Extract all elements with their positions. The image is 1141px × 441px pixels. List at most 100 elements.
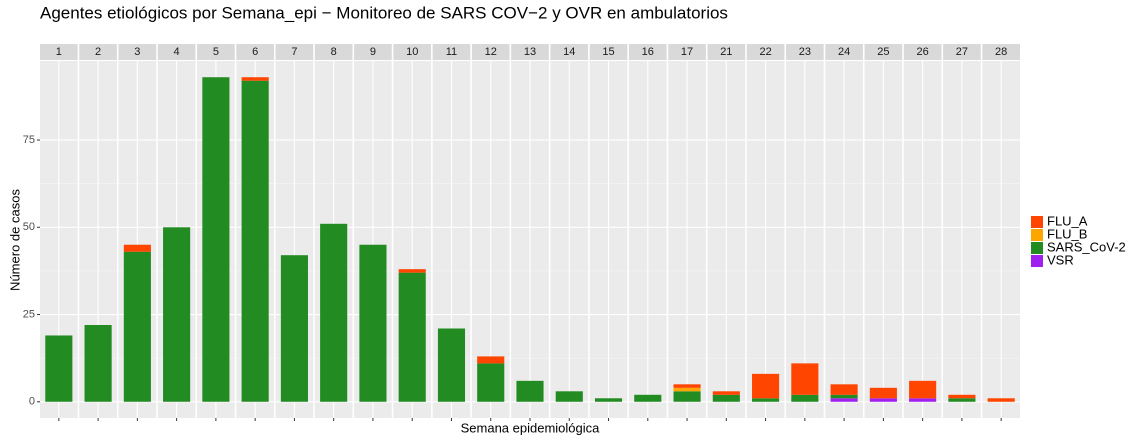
strip-label: 28 <box>995 46 1007 58</box>
bar-segment <box>241 80 269 402</box>
legend-label: FLU_A <box>1047 213 1088 228</box>
strip <box>471 44 510 60</box>
bar-segment <box>477 363 505 402</box>
strip <box>79 44 117 60</box>
bar-segment <box>712 394 740 402</box>
strip-label: 17 <box>681 46 693 58</box>
bar-segment <box>594 398 623 402</box>
strip <box>786 44 824 60</box>
bar-segment <box>241 77 269 81</box>
y-tick-label: 0 <box>29 396 35 408</box>
strip-label: 25 <box>877 46 889 58</box>
bar-segment <box>987 398 1015 402</box>
strip <box>432 44 471 60</box>
strip <box>511 44 549 60</box>
strip-label: 3 <box>134 46 140 58</box>
bar-segment <box>477 356 505 364</box>
bar-segment <box>634 394 662 402</box>
strip <box>275 44 314 60</box>
strip-label: 5 <box>213 46 219 58</box>
strip <box>864 44 903 60</box>
bar-segment <box>123 244 151 252</box>
bar-segment <box>673 391 701 402</box>
bar-segment <box>869 398 897 402</box>
bar-segment <box>752 398 780 402</box>
strip <box>157 44 196 60</box>
legend-key <box>1031 255 1043 267</box>
bar-segment <box>398 272 426 402</box>
bar-segment <box>163 227 191 402</box>
bar-segment <box>909 380 937 399</box>
strip <box>118 44 157 60</box>
strip <box>825 44 863 60</box>
bar-segment <box>437 328 466 402</box>
bar-segment <box>202 77 230 402</box>
bar-segment <box>280 255 308 402</box>
strip <box>943 44 981 60</box>
y-axis-title: Número de casos <box>7 189 22 291</box>
strip-label: 1 <box>56 46 62 58</box>
bar-segment <box>830 384 858 395</box>
bar-segment <box>84 324 112 402</box>
bar-segment <box>869 387 897 399</box>
bar-segment <box>948 398 976 402</box>
strip-label: 13 <box>524 46 536 58</box>
strip-label: 27 <box>956 46 968 58</box>
strip <box>550 44 589 60</box>
strip-label: 22 <box>759 46 771 58</box>
strip-label: 9 <box>370 46 376 58</box>
strip-label: 7 <box>291 46 297 58</box>
y-tick-label: 50 <box>23 221 35 233</box>
strip-label: 14 <box>563 46 575 58</box>
strip <box>236 44 274 60</box>
strip <box>746 44 785 60</box>
strip <box>393 44 432 60</box>
bar-segment <box>359 244 387 402</box>
strip <box>903 44 942 60</box>
bar-segment <box>752 373 780 399</box>
bar-segment <box>398 269 426 273</box>
bar-segment <box>45 335 73 402</box>
strip <box>40 44 78 60</box>
bar-segment <box>712 391 740 395</box>
bar-segment <box>123 251 151 402</box>
strip-label: 23 <box>799 46 811 58</box>
strip-label: 21 <box>720 46 732 58</box>
strip-label: 6 <box>252 46 258 58</box>
strip-label: 12 <box>485 46 497 58</box>
legend-label: FLU_B <box>1047 226 1087 241</box>
legend-key <box>1031 229 1043 241</box>
bar-segment <box>516 380 544 402</box>
strip <box>589 44 628 60</box>
legend-key <box>1031 242 1043 254</box>
strip <box>628 44 667 60</box>
strip <box>314 44 353 60</box>
bar-segment <box>791 394 819 402</box>
legend-key <box>1031 216 1043 228</box>
strip-label: 8 <box>331 46 337 58</box>
x-axis-title: Semana epidemiológica <box>461 420 601 435</box>
y-tick-label: 75 <box>23 134 35 146</box>
strip <box>354 44 392 60</box>
bar-segment <box>830 394 858 399</box>
strip-label: 2 <box>95 46 101 58</box>
bar-segment <box>791 363 819 395</box>
strip-label: 16 <box>642 46 654 58</box>
bar-segment <box>673 384 701 388</box>
bar-segment <box>320 223 348 402</box>
bar-segment <box>909 398 937 402</box>
strip-label: 10 <box>406 46 418 58</box>
bar-segment <box>948 394 976 399</box>
strip <box>707 44 746 60</box>
strip-label: 24 <box>838 46 850 58</box>
strip <box>668 44 706 60</box>
bar-segment <box>673 387 701 392</box>
chart-title: Agentes etiológicos por Semana_epi − Mon… <box>40 3 728 22</box>
strip-label: 4 <box>174 46 180 58</box>
legend-label: SARS_CoV-2 <box>1047 239 1126 254</box>
strip-label: 11 <box>446 46 457 58</box>
strip <box>197 44 235 60</box>
bar-segment <box>830 398 858 402</box>
strip-label: 26 <box>917 46 929 58</box>
